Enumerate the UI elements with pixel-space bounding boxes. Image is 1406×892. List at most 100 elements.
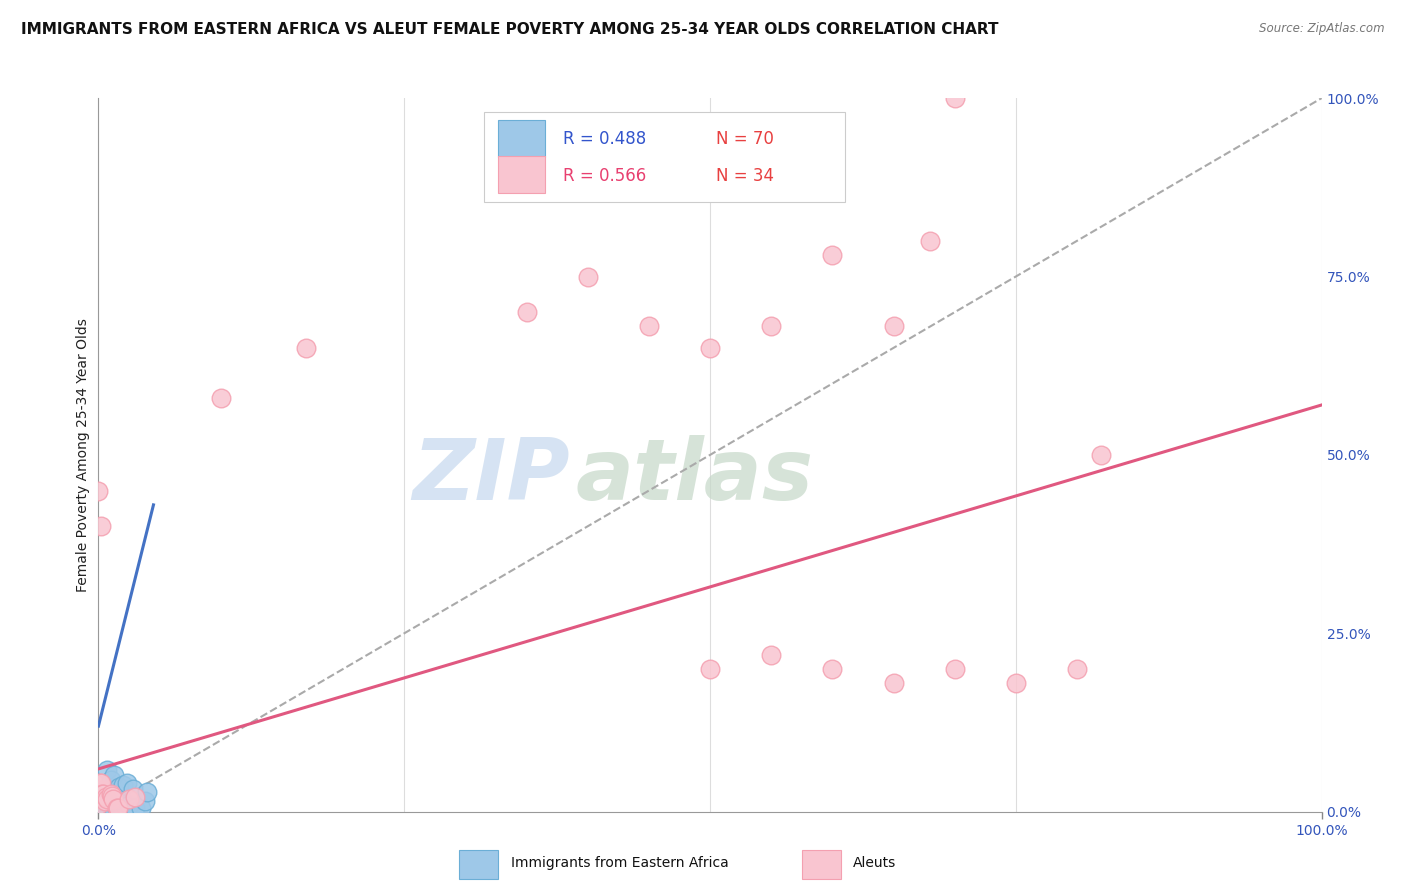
Point xyxy=(91,790,114,805)
Point xyxy=(89,790,111,805)
Point xyxy=(91,797,114,812)
Point xyxy=(883,676,905,690)
Point xyxy=(105,801,128,815)
Point xyxy=(87,801,110,815)
Point xyxy=(91,801,114,815)
Point xyxy=(87,483,110,498)
Point xyxy=(107,801,129,815)
Point xyxy=(96,787,118,801)
Point xyxy=(89,776,111,790)
Point xyxy=(90,794,112,808)
Point xyxy=(101,801,124,815)
Point xyxy=(87,797,110,812)
Point xyxy=(97,796,120,810)
Point xyxy=(96,792,118,806)
Point xyxy=(101,794,124,808)
Point xyxy=(111,801,134,815)
Point xyxy=(91,794,114,808)
Point xyxy=(100,799,122,814)
Text: Source: ZipAtlas.com: Source: ZipAtlas.com xyxy=(1260,22,1385,36)
Point xyxy=(100,785,122,799)
Point xyxy=(90,519,112,533)
Point xyxy=(93,787,115,801)
Text: Aleuts: Aleuts xyxy=(853,856,897,870)
Point xyxy=(103,796,125,810)
Point xyxy=(111,778,134,792)
Point xyxy=(124,790,146,805)
Point xyxy=(104,794,127,808)
Point xyxy=(96,797,118,812)
Point xyxy=(761,319,783,334)
Point xyxy=(89,794,111,808)
FancyBboxPatch shape xyxy=(498,120,546,157)
Text: atlas: atlas xyxy=(575,434,814,518)
Point xyxy=(111,794,134,808)
Point xyxy=(97,801,120,815)
Point xyxy=(920,234,942,248)
Point xyxy=(91,797,114,812)
Point xyxy=(90,790,112,805)
Point xyxy=(1090,448,1112,462)
FancyBboxPatch shape xyxy=(498,156,546,193)
Point xyxy=(91,799,114,814)
Point xyxy=(129,801,152,815)
Point xyxy=(105,801,128,815)
Point xyxy=(101,797,124,812)
Point xyxy=(90,790,112,805)
Point xyxy=(515,305,537,319)
Point xyxy=(136,785,159,799)
Point xyxy=(883,319,905,334)
Text: N = 70: N = 70 xyxy=(716,130,775,148)
Text: IMMIGRANTS FROM EASTERN AFRICA VS ALEUT FEMALE POVERTY AMONG 25-34 YEAR OLDS COR: IMMIGRANTS FROM EASTERN AFRICA VS ALEUT … xyxy=(21,22,998,37)
Y-axis label: Female Poverty Among 25-34 Year Olds: Female Poverty Among 25-34 Year Olds xyxy=(76,318,90,592)
Point xyxy=(91,801,114,815)
Point xyxy=(110,797,132,812)
Point xyxy=(90,799,112,814)
Text: ZIP: ZIP xyxy=(412,434,569,518)
Text: R = 0.566: R = 0.566 xyxy=(564,167,647,185)
Point xyxy=(761,648,783,662)
Point xyxy=(1066,662,1088,676)
Point xyxy=(638,319,661,334)
Point xyxy=(93,794,115,808)
Point xyxy=(90,797,112,812)
Point xyxy=(100,792,122,806)
Point xyxy=(89,801,111,815)
Point xyxy=(100,772,122,787)
Point xyxy=(91,790,114,805)
Point xyxy=(98,797,121,812)
Point xyxy=(295,341,318,355)
FancyBboxPatch shape xyxy=(484,112,845,202)
Point xyxy=(93,801,115,815)
Point xyxy=(699,341,721,355)
Point xyxy=(89,799,111,814)
FancyBboxPatch shape xyxy=(801,850,841,879)
Point xyxy=(91,794,114,808)
Point xyxy=(94,799,117,814)
Point xyxy=(121,781,143,796)
Point xyxy=(821,662,844,676)
Point xyxy=(699,662,721,676)
Point xyxy=(96,781,118,796)
Point xyxy=(107,801,129,815)
Point xyxy=(943,91,966,105)
FancyBboxPatch shape xyxy=(460,850,498,879)
Point xyxy=(101,789,124,803)
Point xyxy=(91,787,114,801)
Point xyxy=(98,801,121,815)
Point xyxy=(134,794,156,808)
Point xyxy=(90,801,112,815)
Point xyxy=(94,790,117,805)
Point xyxy=(108,799,131,814)
Text: N = 34: N = 34 xyxy=(716,167,775,185)
Text: R = 0.488: R = 0.488 xyxy=(564,130,647,148)
Point xyxy=(118,797,141,812)
Point xyxy=(93,797,115,812)
Text: Immigrants from Eastern Africa: Immigrants from Eastern Africa xyxy=(510,856,728,870)
Point xyxy=(821,248,844,262)
Point xyxy=(94,790,117,805)
Point xyxy=(90,776,112,790)
Point xyxy=(124,801,146,815)
Point xyxy=(93,794,115,808)
Point xyxy=(108,780,131,794)
